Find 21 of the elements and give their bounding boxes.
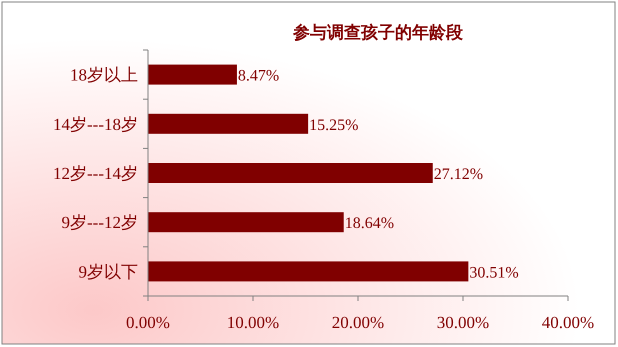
- data-label: 18.64%: [344, 215, 394, 232]
- y-tick-label: 12岁---14岁: [53, 164, 138, 183]
- y-tick-label: 14岁---18岁: [53, 114, 138, 134]
- y-tick-label: 18岁以上: [70, 66, 138, 85]
- x-tick-label: 10.00%: [226, 313, 280, 332]
- x-tick-label: 20.00%: [332, 313, 384, 332]
- data-label: 30.51%: [469, 264, 519, 282]
- bar: [148, 64, 237, 85]
- x-tick-label: 30.00%: [436, 313, 490, 332]
- x-tick-label: 0.00%: [126, 313, 170, 332]
- data-label: 27.12%: [434, 166, 484, 183]
- data-label: 15.25%: [309, 116, 358, 134]
- data-label: 8.47%: [238, 68, 280, 85]
- y-tick-label: 9岁---12岁: [62, 213, 138, 232]
- bar: [148, 163, 433, 183]
- y-tick-label: 9岁以下: [78, 262, 138, 282]
- bar: [148, 212, 344, 232]
- x-tick-label: 40.00%: [542, 313, 594, 332]
- bar: [148, 261, 468, 282]
- chart-title: 参与调查孩子的年龄段: [292, 23, 464, 43]
- bar: [148, 114, 308, 134]
